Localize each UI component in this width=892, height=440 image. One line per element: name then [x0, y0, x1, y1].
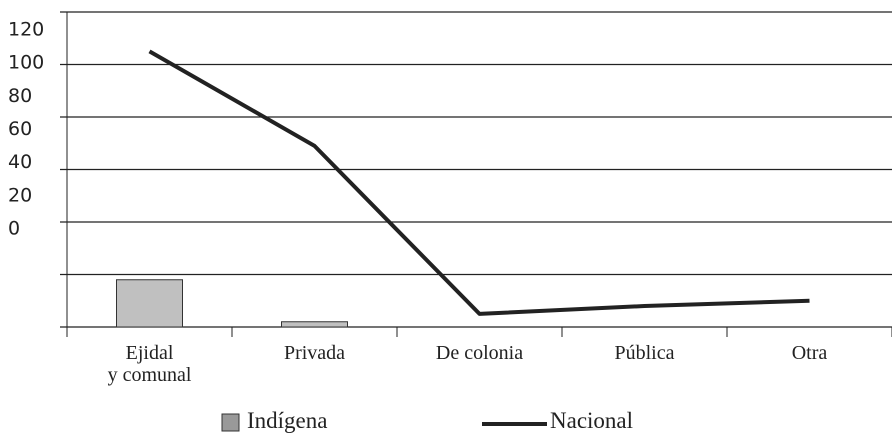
bar: [116, 279, 183, 328]
y-tick-label: 120: [8, 19, 44, 41]
legend-swatch: [221, 413, 240, 432]
x-tick-label: Privada: [283, 342, 346, 364]
x-tick-label: Otra: [791, 342, 828, 364]
x-tick-label: De colonia: [435, 342, 524, 364]
x-tick-label: Pública: [614, 342, 675, 364]
legend-label: Indígena: [247, 408, 328, 433]
y-tick-label: 0: [8, 218, 20, 240]
legend-label: Nacional: [550, 408, 634, 433]
y-tick-label: 60: [8, 118, 32, 140]
line: [148, 49, 810, 316]
y-tick-label: 80: [8, 85, 32, 107]
x-tick-label: Ejidal y comunal: [107, 342, 192, 386]
y-tick-label: 40: [8, 151, 32, 173]
bar: [281, 321, 348, 328]
y-tick-label: 20: [8, 184, 32, 206]
y-tick-label: 100: [8, 52, 44, 74]
